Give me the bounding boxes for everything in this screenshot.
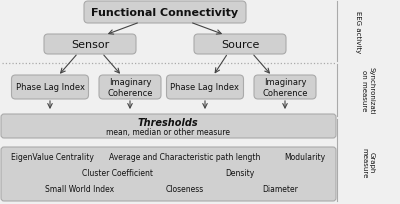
Text: Cluster Coefficient: Cluster Coefficient [82,169,154,178]
Text: Closeness: Closeness [166,185,204,194]
FancyBboxPatch shape [194,35,286,55]
FancyBboxPatch shape [1,114,336,138]
Text: Imaginary
Coherence: Imaginary Coherence [262,78,308,97]
FancyBboxPatch shape [99,76,161,100]
FancyBboxPatch shape [1,147,336,201]
Text: Density: Density [225,169,255,178]
Text: Source: Source [221,40,259,50]
FancyBboxPatch shape [166,76,244,100]
Text: Modularity: Modularity [284,153,326,162]
FancyBboxPatch shape [84,2,246,24]
FancyBboxPatch shape [12,76,88,100]
Text: Graph
measure: Graph measure [362,147,374,177]
Text: Phase Lag Index: Phase Lag Index [170,83,240,92]
Text: mean, median or other measure: mean, median or other measure [106,127,230,136]
FancyBboxPatch shape [254,76,316,100]
Text: Diameter: Diameter [262,185,298,194]
Text: Synchronizati
on measure: Synchronizati on measure [362,67,374,114]
Text: Small World Index: Small World Index [46,185,114,194]
Text: Phase Lag Index: Phase Lag Index [16,83,84,92]
FancyBboxPatch shape [44,35,136,55]
Text: Average and Characteristic path length: Average and Characteristic path length [109,153,261,162]
Text: Thresholds: Thresholds [138,118,198,127]
Text: Imaginary
Coherence: Imaginary Coherence [107,78,153,97]
Text: EEG activity: EEG activity [355,11,361,53]
Text: Sensor: Sensor [71,40,109,50]
Text: EigenValue Centrality: EigenValue Centrality [10,153,94,162]
Text: Functional Connectivity: Functional Connectivity [92,8,238,18]
